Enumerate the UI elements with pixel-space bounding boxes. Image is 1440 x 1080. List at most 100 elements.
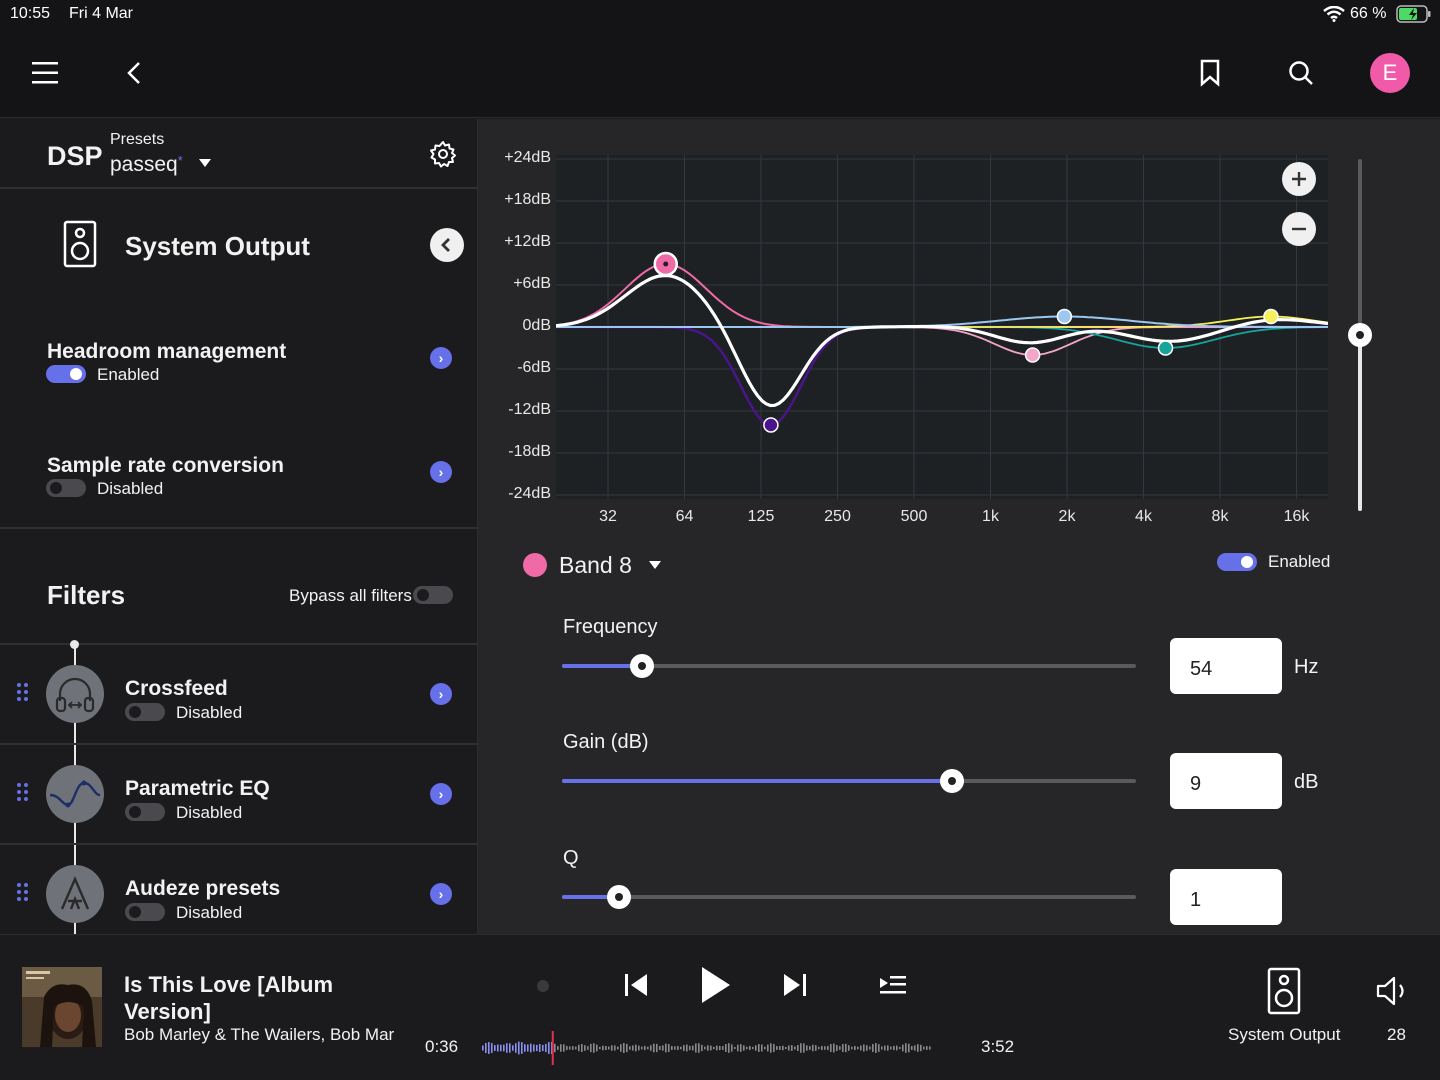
waveform-bar (821, 1045, 823, 1051)
band-handle[interactable] (1263, 308, 1279, 325)
filter-toggle[interactable] (125, 903, 165, 921)
waveform-bar (686, 1044, 688, 1052)
waveform-seekbar[interactable] (480, 1031, 960, 1065)
drag-handle-icon[interactable] (17, 783, 29, 803)
filter-toggle[interactable] (125, 703, 165, 721)
filter-open-button[interactable]: › (430, 883, 452, 905)
previous-icon[interactable] (623, 971, 649, 999)
menu-icon[interactable] (30, 60, 60, 86)
drag-handle-icon[interactable] (17, 683, 29, 703)
band-handle[interactable] (1157, 340, 1174, 356)
waveform-bar (545, 1043, 547, 1053)
q-input[interactable]: 1 (1170, 869, 1282, 925)
waveform-bar (722, 1046, 724, 1050)
y-tick-label: +18dB (504, 191, 551, 208)
filter-row-crossfeed[interactable]: Crossfeed Disabled › (0, 645, 478, 745)
band-handle[interactable] (1024, 347, 1041, 363)
waveform-bar (707, 1045, 709, 1051)
waveform-bar (593, 1043, 595, 1053)
volume-icon[interactable] (1376, 975, 1410, 1007)
waveform-bar (878, 1044, 880, 1052)
search-icon[interactable] (1287, 59, 1315, 87)
playhead[interactable] (551, 1031, 554, 1065)
duration-time: 3:52 (981, 1037, 1015, 1056)
waveform-bar (887, 1045, 889, 1051)
gain-slider-knob[interactable] (940, 769, 965, 793)
sample-rate-label: Sample rate conversion (47, 454, 284, 477)
dsp-title: DSP (47, 141, 103, 171)
waveform-bar (635, 1044, 637, 1052)
waveform-bar (758, 1044, 760, 1052)
band-curve (556, 315, 1328, 328)
avatar[interactable]: E (1370, 53, 1410, 93)
filter-open-button[interactable]: › (430, 783, 452, 805)
filter-open-button[interactable]: › (430, 683, 452, 705)
gear-icon[interactable] (429, 140, 457, 168)
preset-selector[interactable]: passeq* (110, 153, 183, 177)
back-icon[interactable] (124, 60, 144, 86)
next-icon[interactable] (782, 971, 808, 999)
queue-icon[interactable] (878, 973, 908, 997)
play-icon[interactable] (698, 965, 732, 1005)
waveform-bar (848, 1045, 850, 1051)
drag-handle-icon[interactable] (17, 883, 29, 903)
waveform-bar (674, 1046, 676, 1050)
speaker-icon[interactable] (1266, 967, 1302, 1015)
waveform-bar (482, 1045, 484, 1051)
dsp-panel: DSP Presets passeq* System Output Headro… (0, 119, 478, 934)
chevron-down-icon[interactable] (648, 560, 662, 570)
filter-row-audeze-presets[interactable]: Audeze presets Disabled › (0, 845, 478, 945)
y-tick-label: -6dB (517, 359, 551, 376)
band-handle[interactable] (763, 417, 779, 433)
album-art[interactable] (22, 967, 102, 1047)
headroom-state: Enabled (97, 365, 160, 384)
zoom-out-button[interactable] (1282, 212, 1316, 246)
battery-icon (1396, 5, 1431, 23)
waveform-bar (902, 1044, 904, 1052)
waveform-bar (590, 1043, 592, 1053)
waveform-bar (629, 1046, 631, 1050)
band-enabled-toggle[interactable] (1217, 553, 1257, 571)
preset-name: passeq (110, 153, 178, 176)
bookmark-icon[interactable] (1198, 59, 1222, 87)
waveform-bar (791, 1045, 793, 1051)
sample-rate-toggle[interactable] (46, 479, 86, 497)
band-color-dot (523, 553, 547, 577)
waveform-bar (923, 1046, 925, 1050)
waveform-bar (836, 1045, 838, 1051)
band-handles[interactable] (653, 251, 1279, 433)
frequency-input[interactable]: 54 (1170, 638, 1282, 694)
eq-graph[interactable] (556, 155, 1328, 499)
q-slider-knob[interactable] (607, 885, 632, 909)
q-slider[interactable] (562, 885, 1136, 909)
x-tick-label: 32 (599, 508, 617, 525)
filter-toggle[interactable] (125, 803, 165, 821)
gain-slider[interactable] (562, 769, 1136, 793)
band-handle[interactable] (1056, 308, 1073, 325)
sample-rate-open-button[interactable]: › (430, 461, 452, 483)
collapse-button[interactable] (430, 228, 464, 262)
y-tick-label: -18dB (508, 443, 551, 460)
preamp-slider[interactable] (1348, 159, 1372, 511)
frequency-slider[interactable] (562, 654, 1136, 678)
output-device-label[interactable]: System Output (1228, 1025, 1341, 1044)
total-response-curve (556, 274, 1328, 408)
chevron-down-icon[interactable] (198, 158, 212, 168)
x-tick-label: 125 (747, 508, 775, 525)
bypass-toggle[interactable] (413, 586, 453, 604)
zoom-in-button[interactable] (1282, 162, 1316, 196)
filter-row-parametric-eq[interactable]: Parametric EQ Disabled › (0, 745, 478, 845)
frequency-slider-knob[interactable] (630, 654, 655, 678)
headroom-open-button[interactable]: › (430, 347, 452, 369)
waveform-bar (761, 1044, 763, 1052)
preamp-slider-knob[interactable] (1348, 323, 1372, 347)
track-artist[interactable]: Bob Marley & The Wailers, Bob Marl (124, 1025, 394, 1044)
gain-input[interactable]: 9 (1170, 753, 1282, 809)
track-title[interactable]: Is This Love [Album Version] (124, 972, 334, 1024)
eq-editor-panel: Band 8 Enabled Frequency 54 Hz Gain (dB)… (478, 119, 1440, 934)
headroom-toggle[interactable] (46, 365, 86, 383)
band-name[interactable]: Band 8 (559, 552, 632, 578)
bypass-label: Bypass all filters (289, 586, 412, 605)
eq-curve-icon (46, 765, 104, 823)
waveform-bar (605, 1045, 607, 1051)
